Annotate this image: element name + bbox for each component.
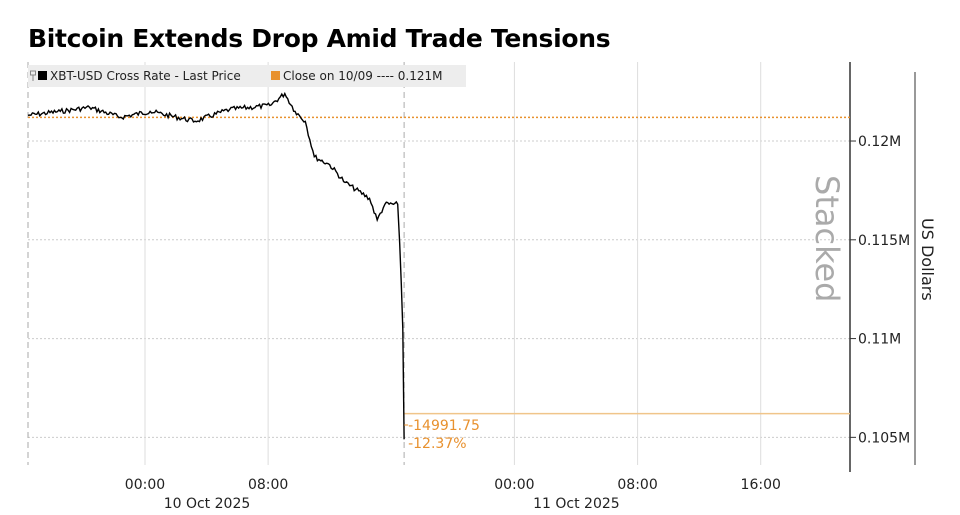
stacked-watermark: Stacked: [808, 175, 846, 302]
x-tick-label: 08:00: [617, 477, 657, 493]
legend-swatch-price: [38, 71, 47, 80]
x-tick-label: 16:00: [741, 477, 781, 493]
legend-box: [28, 65, 466, 87]
x-tick-label: 08:00: [248, 477, 288, 493]
change-percent-annotation: -12.37%: [408, 436, 466, 452]
legend-label-close: Close on 10/09 ---- 0.121M: [283, 69, 443, 83]
y-tick-label: 0.12M: [858, 134, 901, 150]
legend-swatch-close: [271, 71, 280, 80]
y-axis-label: US Dollars: [918, 218, 937, 301]
y-tick-label: 0.115M: [858, 233, 910, 249]
x-date-label: 11 Oct 2025: [533, 496, 620, 512]
legend-label-price: XBT-USD Cross Rate - Last Price: [50, 69, 241, 83]
price-series-line: [27, 91, 405, 440]
y-tick-label: 0.11M: [858, 332, 901, 348]
x-tick-label: 00:00: [125, 477, 165, 493]
change-value-annotation: -14991.75: [408, 418, 480, 434]
y-tick-label: 0.105M: [858, 430, 910, 446]
x-tick-label: 00:00: [494, 477, 534, 493]
x-date-label: 10 Oct 2025: [164, 496, 251, 512]
chart-title: Bitcoin Extends Drop Amid Trade Tensions: [28, 24, 611, 53]
legend-pin-icon: [30, 70, 36, 81]
